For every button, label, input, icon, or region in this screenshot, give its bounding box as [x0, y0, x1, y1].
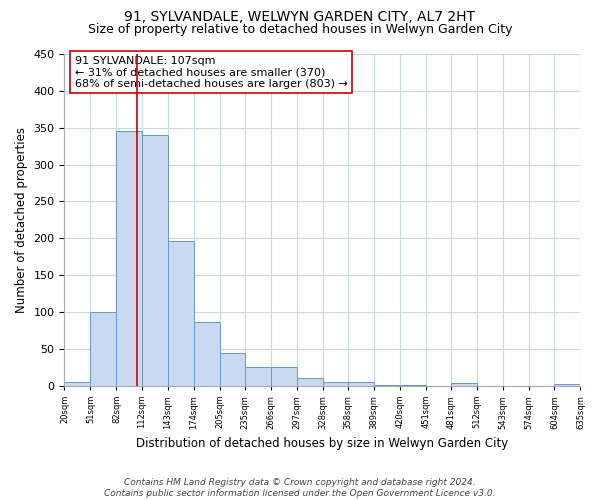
Bar	[323, 382, 348, 386]
Bar	[64, 382, 91, 386]
Y-axis label: Number of detached properties: Number of detached properties	[15, 127, 28, 313]
Bar	[220, 354, 245, 386]
Bar	[348, 382, 374, 386]
Text: Size of property relative to detached houses in Welwyn Garden City: Size of property relative to detached ho…	[88, 22, 512, 36]
Text: Contains HM Land Registry data © Crown copyright and database right 2024.
Contai: Contains HM Land Registry data © Crown c…	[104, 478, 496, 498]
Bar	[271, 368, 297, 386]
Bar	[245, 366, 271, 386]
Bar	[91, 312, 116, 386]
Bar	[167, 240, 194, 386]
Bar	[451, 383, 477, 386]
Bar	[400, 385, 426, 386]
Text: 91 SYLVANDALE: 107sqm
← 31% of detached houses are smaller (370)
68% of semi-det: 91 SYLVANDALE: 107sqm ← 31% of detached …	[75, 56, 347, 89]
Bar	[116, 132, 142, 386]
Bar	[554, 384, 580, 386]
Bar	[194, 322, 220, 386]
Text: 91, SYLVANDALE, WELWYN GARDEN CITY, AL7 2HT: 91, SYLVANDALE, WELWYN GARDEN CITY, AL7 …	[125, 10, 476, 24]
Bar	[297, 378, 323, 386]
Bar	[142, 135, 167, 386]
X-axis label: Distribution of detached houses by size in Welwyn Garden City: Distribution of detached houses by size …	[136, 437, 509, 450]
Bar	[374, 385, 400, 386]
